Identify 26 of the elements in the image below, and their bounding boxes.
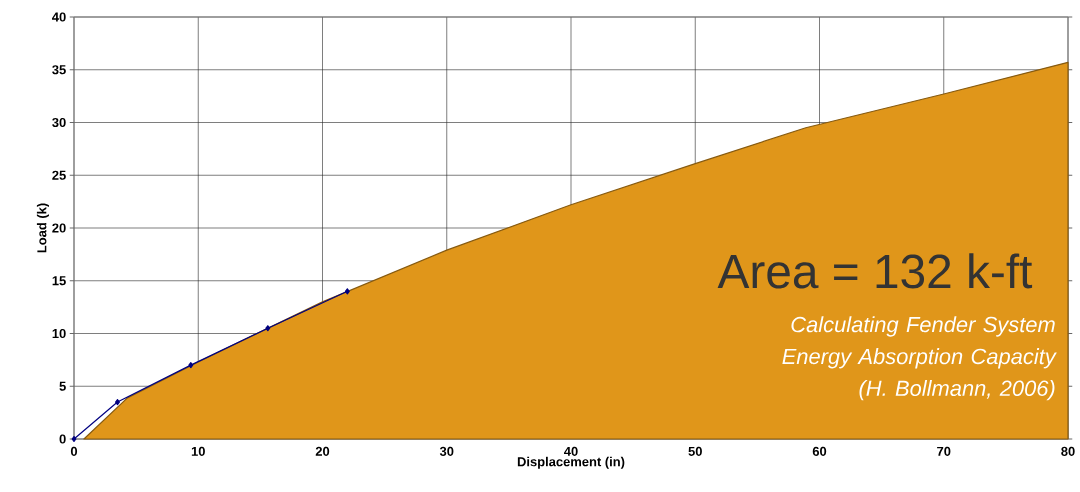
y-tick-label: 40: [52, 12, 66, 22]
y-tick-label: 20: [52, 223, 66, 233]
y-tick-label: 0: [59, 434, 66, 444]
y-axis-title: Load (k): [36, 203, 49, 253]
point: [71, 435, 77, 443]
y-tick-label: 25: [52, 170, 66, 180]
x-tick-label: 30: [439, 446, 454, 456]
x-tick-label: 70: [937, 446, 951, 456]
annotation: Area = 132 k-ft: [717, 253, 1033, 289]
y-tick-label: 15: [52, 276, 66, 286]
y-tick-label: 30: [52, 117, 66, 128]
x-tick-label: 20: [315, 446, 330, 456]
x-tick-label: 40: [564, 446, 578, 456]
x-tick-label: 50: [688, 446, 702, 456]
annotation: Calculating Fender System Energy Absorption Capacity (H. Bollmann, 2006): [782, 316, 1057, 401]
y-tick-label: 35: [52, 65, 66, 75]
x-tick-label: 80: [1061, 446, 1075, 456]
x-tick-label: 10: [191, 446, 205, 456]
x-axis-title: Displacement (in): [517, 456, 625, 469]
point: [265, 325, 271, 332]
x-tick-label: 0: [70, 446, 78, 456]
y-tick-label: 5: [59, 381, 66, 391]
y-tick-label: 10: [52, 328, 66, 339]
point: [188, 362, 194, 369]
point: [344, 288, 350, 295]
x-tick-label: 60: [812, 446, 827, 456]
